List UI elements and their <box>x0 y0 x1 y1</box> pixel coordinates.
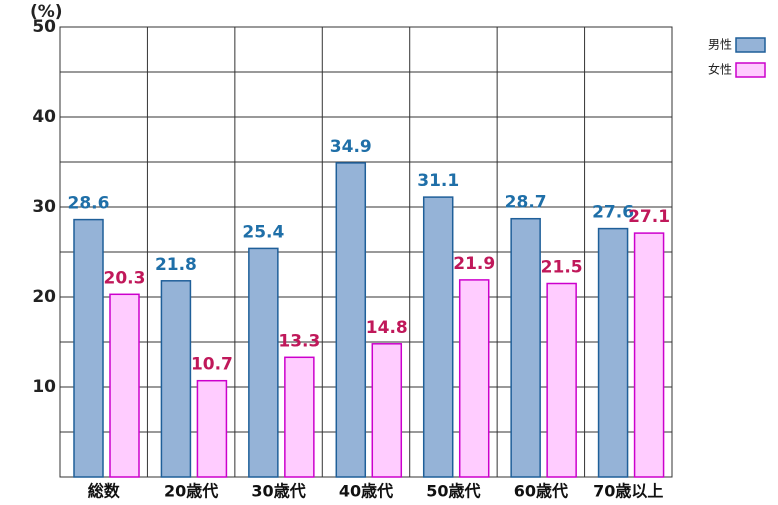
value-label: 21.8 <box>155 255 197 275</box>
bar <box>422 196 454 478</box>
value-label: 21.5 <box>541 258 583 278</box>
y-tick-label: 40 <box>32 107 56 127</box>
x-tick-label: 60歳代 <box>514 482 568 501</box>
value-label: 27.6 <box>592 203 634 223</box>
y-tick-label: 30 <box>32 197 56 217</box>
bar <box>248 247 279 478</box>
value-label: 21.9 <box>453 254 495 274</box>
value-label: 13.3 <box>278 331 320 351</box>
value-label: 10.7 <box>191 355 233 375</box>
bar <box>335 162 367 478</box>
value-label: 28.7 <box>505 193 547 213</box>
x-tick-label: 30歳代 <box>251 482 305 501</box>
y-axis-label: (%) <box>30 2 63 22</box>
legend-label: 女性 <box>708 62 732 77</box>
bar <box>160 280 192 478</box>
bar <box>73 218 104 478</box>
bar <box>597 227 629 478</box>
value-label: 28.6 <box>68 194 110 214</box>
value-label: 25.4 <box>242 222 284 242</box>
bar <box>546 282 577 478</box>
bar <box>633 232 665 478</box>
x-tick-label: 70歳以上 <box>593 482 663 501</box>
bar <box>458 279 490 478</box>
bar <box>510 217 541 478</box>
value-label: 14.8 <box>366 318 408 338</box>
y-tick-label: 20 <box>32 287 56 307</box>
legend-swatch <box>735 37 766 53</box>
bar <box>284 356 315 478</box>
value-label: 20.3 <box>104 268 146 288</box>
y-tick-label: 50 <box>32 17 56 37</box>
x-tick-label: 50歳代 <box>426 482 480 501</box>
bar <box>371 343 403 478</box>
value-label: 27.1 <box>628 207 670 227</box>
value-label: 31.1 <box>417 171 459 191</box>
legend-label: 男性 <box>708 38 732 52</box>
x-tick-label: 総数 <box>88 482 121 501</box>
value-label: 34.9 <box>330 137 372 157</box>
x-tick-label: 20歳代 <box>164 482 218 501</box>
y-tick-label: 10 <box>32 377 56 397</box>
bar <box>109 293 140 478</box>
legend-swatch <box>735 62 766 78</box>
x-tick-label: 40歳代 <box>339 482 393 501</box>
bar <box>196 379 228 478</box>
